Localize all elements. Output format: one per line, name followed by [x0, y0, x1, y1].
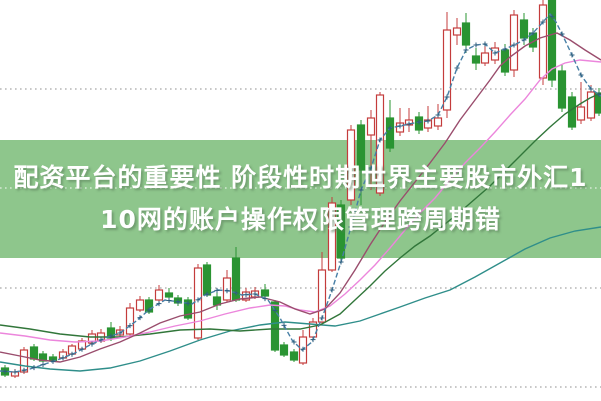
banner-title-line-1: 配资平台的重要性 阶段性时期世界主要股市外汇1: [13, 163, 588, 192]
title-banner-background: [0, 140, 601, 258]
banner-title-line-2: 10网的账户操作权限管理跨周期错: [100, 205, 501, 234]
title-banner: 配资平台的重要性 阶段性时期世界主要股市外汇1 10网的账户操作权限管理跨周期错: [0, 140, 601, 258]
